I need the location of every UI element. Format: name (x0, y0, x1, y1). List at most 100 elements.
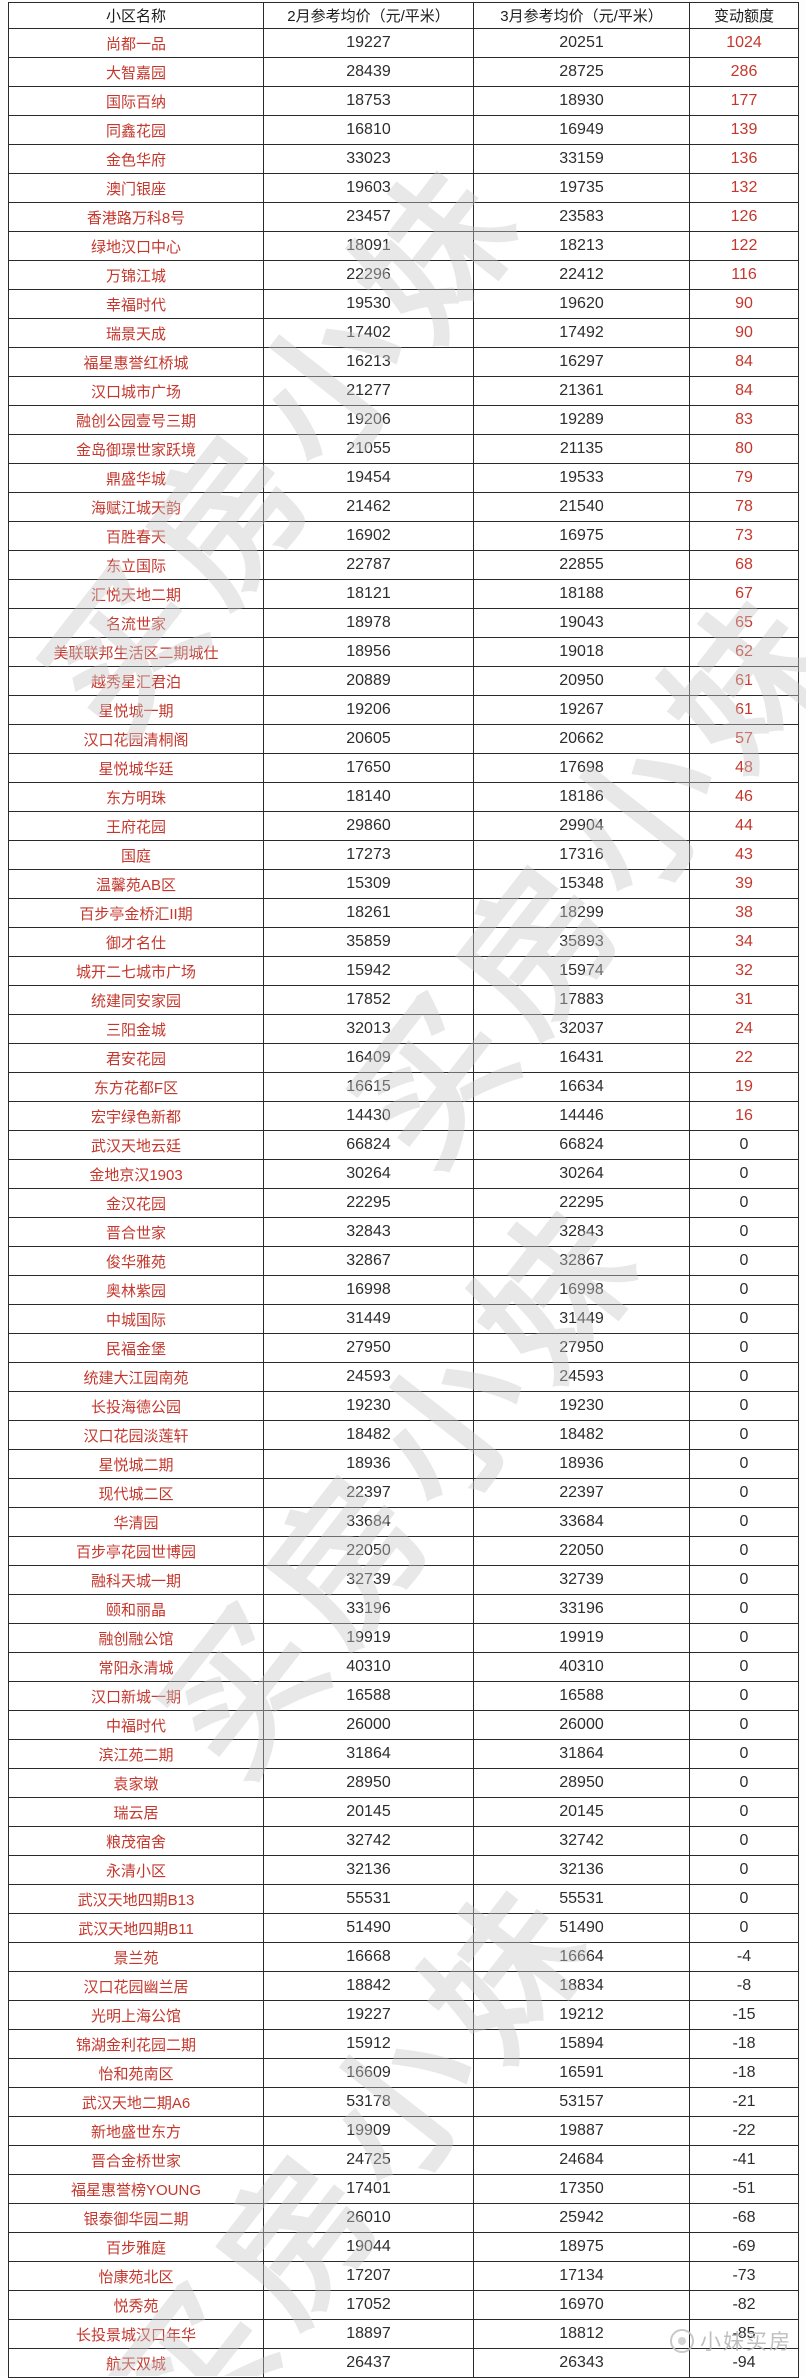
cell-community-name: 绿地汉口中心 (8, 231, 264, 261)
cell-change-amount: 0 (689, 1681, 799, 1711)
cell-change-amount: -8 (689, 1971, 799, 2001)
cell-feb-price: 18897 (263, 2319, 474, 2349)
cell-change-amount: 44 (689, 811, 799, 841)
cell-feb-price: 19909 (263, 2116, 474, 2146)
cell-change-amount: 139 (689, 115, 799, 145)
cell-community-name: 晋合世家 (8, 1217, 264, 1247)
table-row: 城开二七城市广场 15942 15974 32 (8, 956, 799, 986)
cell-feb-price: 18091 (263, 231, 474, 261)
cell-change-amount: 16 (689, 1101, 799, 1131)
table-row: 奥林紫园 16998 16998 0 (8, 1275, 799, 1305)
table-row: 悦秀苑 17052 16970 -82 (8, 2290, 799, 2320)
cell-community-name: 星悦城一期 (8, 695, 264, 725)
cell-mar-price: 18188 (473, 579, 690, 609)
cell-community-name: 现代城二区 (8, 1478, 264, 1508)
cell-community-name: 城开二七城市广场 (8, 956, 264, 986)
cell-mar-price: 19018 (473, 637, 690, 667)
table-row: 袁家墩 28950 28950 0 (8, 1768, 799, 1798)
cell-change-amount: 84 (689, 347, 799, 377)
cell-feb-price: 18753 (263, 86, 474, 116)
cell-mar-price: 18975 (473, 2232, 690, 2262)
cell-change-amount: 0 (689, 1304, 799, 1334)
cell-feb-price: 32742 (263, 1826, 474, 1856)
cell-feb-price: 19230 (263, 1391, 474, 1421)
cell-mar-price: 15894 (473, 2029, 690, 2059)
cell-change-amount: 67 (689, 579, 799, 609)
cell-change-amount: -21 (689, 2087, 799, 2117)
cell-community-name: 幸福时代 (8, 289, 264, 319)
cell-community-name: 武汉天地四期B13 (8, 1884, 264, 1914)
cell-feb-price: 27950 (263, 1333, 474, 1363)
table-row: 金岛御璟世家跃境 21055 21135 80 (8, 434, 799, 464)
cell-mar-price: 18299 (473, 898, 690, 928)
table-row: 百步雅庭 19044 18975 -69 (8, 2232, 799, 2262)
cell-community-name: 美联联邦生活区二期城仕 (8, 637, 264, 667)
table-row: 武汉天地二期A6 53178 53157 -21 (8, 2087, 799, 2117)
cell-community-name: 福星惠誉红桥城 (8, 347, 264, 377)
cell-mar-price: 66824 (473, 1130, 690, 1160)
cell-feb-price: 18121 (263, 579, 474, 609)
cell-change-amount: 65 (689, 608, 799, 638)
table-row: 金地京汉1903 30264 30264 0 (8, 1159, 799, 1189)
cell-community-name: 王府花园 (8, 811, 264, 841)
cell-community-name: 滨江苑二期 (8, 1739, 264, 1769)
cell-change-amount: -94 (689, 2348, 799, 2378)
cell-change-amount: -69 (689, 2232, 799, 2262)
cell-mar-price: 17134 (473, 2261, 690, 2291)
cell-community-name: 国庭 (8, 840, 264, 870)
cell-mar-price: 26000 (473, 1710, 690, 1740)
table-row: 永清小区 32136 32136 0 (8, 1855, 799, 1885)
cell-community-name: 粮茂宿舍 (8, 1826, 264, 1856)
table-row: 东方明珠 18140 18186 46 (8, 782, 799, 812)
cell-community-name: 星悦城二期 (8, 1449, 264, 1479)
cell-feb-price: 14430 (263, 1101, 474, 1131)
cell-change-amount: -68 (689, 2203, 799, 2233)
cell-feb-price: 21055 (263, 434, 474, 464)
table-row: 光明上海公馆 19227 19212 -15 (8, 2000, 799, 2030)
price-table: 小区名称 2月参考均价（元/平米） 3月参考均价（元/平米） 变动额度 尚都一品… (8, 2, 799, 2378)
cell-feb-price: 18956 (263, 637, 474, 667)
table-row: 瑞景天成 17402 17492 90 (8, 318, 799, 348)
table-row: 金汉花园 22295 22295 0 (8, 1188, 799, 1218)
cell-feb-price: 29860 (263, 811, 474, 841)
cell-change-amount: 286 (689, 57, 799, 87)
cell-change-amount: 0 (689, 1275, 799, 1305)
table-row: 怡和苑南区 16609 16591 -18 (8, 2058, 799, 2088)
table-row: 中城国际 31449 31449 0 (8, 1304, 799, 1334)
table-row: 汉口花园清桐阁 20605 20662 57 (8, 724, 799, 754)
cell-mar-price: 31449 (473, 1304, 690, 1334)
cell-community-name: 长投海德公园 (8, 1391, 264, 1421)
cell-change-amount: 84 (689, 376, 799, 406)
table-row: 东方花都F区 16615 16634 19 (8, 1072, 799, 1102)
table-row: 汉口城市广场 21277 21361 84 (8, 376, 799, 406)
cell-mar-price: 16297 (473, 347, 690, 377)
table-row: 晋合金桥世家 24725 24684 -41 (8, 2145, 799, 2175)
cell-community-name: 奥林紫园 (8, 1275, 264, 1305)
cell-feb-price: 19206 (263, 405, 474, 435)
cell-community-name: 常阳永清城 (8, 1652, 264, 1682)
cell-community-name: 越秀星汇君泊 (8, 666, 264, 696)
table-row: 华清园 33684 33684 0 (8, 1507, 799, 1537)
cell-feb-price: 16409 (263, 1043, 474, 1073)
cell-feb-price: 19603 (263, 173, 474, 203)
cell-feb-price: 16810 (263, 115, 474, 145)
cell-community-name: 汉口城市广场 (8, 376, 264, 406)
cell-feb-price: 32867 (263, 1246, 474, 1276)
cell-mar-price: 17492 (473, 318, 690, 348)
cell-mar-price: 19887 (473, 2116, 690, 2146)
cell-change-amount: 0 (689, 1913, 799, 1943)
cell-feb-price: 16615 (263, 1072, 474, 1102)
cell-change-amount: 0 (689, 1362, 799, 1392)
cell-community-name: 中城国际 (8, 1304, 264, 1334)
cell-feb-price: 17852 (263, 985, 474, 1015)
cell-feb-price: 19227 (263, 2000, 474, 2030)
cell-community-name: 华清园 (8, 1507, 264, 1537)
cell-feb-price: 32739 (263, 1565, 474, 1595)
cell-change-amount: -51 (689, 2174, 799, 2204)
cell-change-amount: 0 (689, 1594, 799, 1624)
cell-mar-price: 24684 (473, 2145, 690, 2175)
cell-community-name: 星悦城华廷 (8, 753, 264, 783)
table-row: 王府花园 29860 29904 44 (8, 811, 799, 841)
cell-feb-price: 26000 (263, 1710, 474, 1740)
cell-mar-price: 18213 (473, 231, 690, 261)
